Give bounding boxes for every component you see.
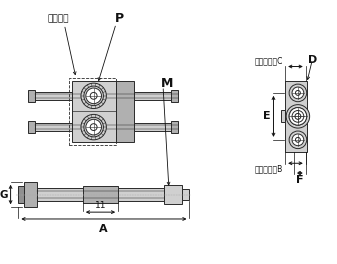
Text: P: P — [115, 12, 124, 25]
Bar — [35, 123, 72, 131]
Circle shape — [296, 114, 300, 119]
Circle shape — [295, 114, 301, 119]
Circle shape — [292, 87, 304, 99]
Circle shape — [86, 88, 101, 104]
Circle shape — [296, 137, 300, 142]
Circle shape — [289, 107, 307, 125]
Text: 六角穴対辺C: 六角穴対辺C — [255, 56, 283, 65]
Text: F: F — [296, 175, 304, 185]
Circle shape — [90, 92, 97, 99]
Bar — [281, 111, 285, 122]
Text: E: E — [263, 111, 271, 121]
Bar — [72, 81, 116, 142]
Bar — [83, 186, 118, 203]
Circle shape — [81, 83, 106, 109]
Circle shape — [90, 124, 97, 130]
Circle shape — [289, 131, 307, 149]
Text: 11: 11 — [95, 201, 106, 210]
Circle shape — [84, 117, 103, 137]
Bar — [28, 121, 35, 133]
Circle shape — [289, 107, 307, 125]
Circle shape — [286, 105, 310, 128]
Text: テーブル: テーブル — [48, 14, 69, 23]
Bar — [171, 90, 178, 102]
Text: M: M — [161, 77, 173, 90]
Text: 六角穴対辺B: 六角穴対辺B — [255, 164, 283, 173]
Bar — [171, 121, 178, 133]
Bar — [116, 81, 134, 142]
Text: A: A — [99, 224, 108, 234]
Bar — [285, 81, 307, 152]
Bar — [19, 186, 24, 203]
Bar — [28, 90, 35, 102]
Bar — [24, 182, 37, 207]
Text: D: D — [308, 55, 317, 65]
Bar — [164, 185, 182, 204]
Circle shape — [296, 91, 300, 95]
Bar — [35, 92, 72, 100]
Bar — [134, 123, 171, 131]
Bar — [182, 189, 189, 200]
Circle shape — [86, 119, 101, 135]
Circle shape — [84, 86, 103, 106]
Text: G: G — [0, 190, 8, 200]
Circle shape — [292, 111, 304, 122]
Circle shape — [292, 134, 304, 146]
Bar — [69, 78, 116, 145]
Bar — [134, 92, 171, 100]
Bar — [37, 188, 164, 201]
Circle shape — [81, 114, 106, 140]
Circle shape — [289, 84, 307, 102]
